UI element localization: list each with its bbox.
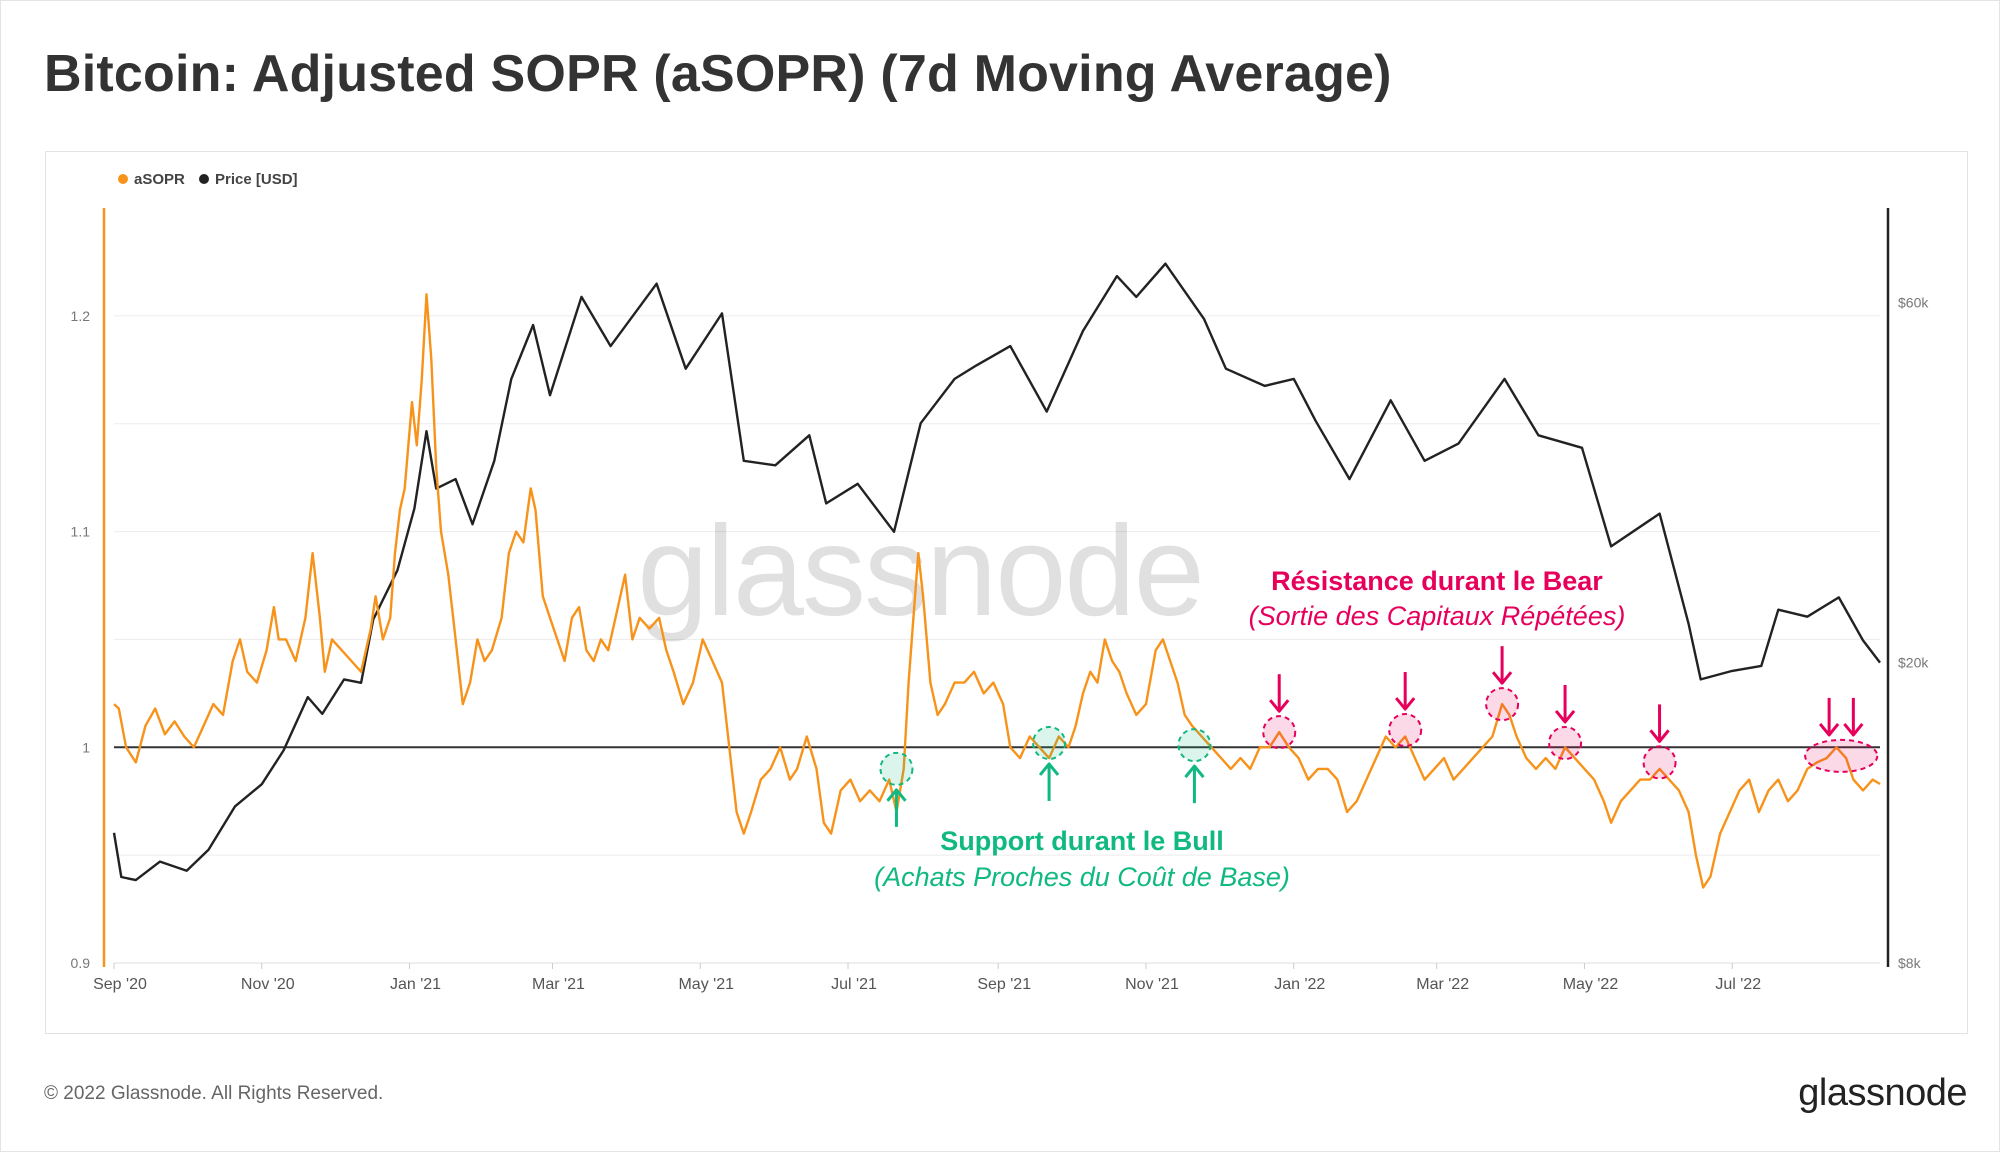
x-tick-label: Jan '22: [1274, 976, 1325, 993]
resistance-marker: [1548, 725, 1583, 760]
resistance-arrow-head: [1554, 710, 1576, 724]
support-marker: [1177, 728, 1212, 763]
x-tick-label: May '21: [678, 976, 734, 993]
page-title: Bitcoin: Adjusted SOPR (aSOPR) (7d Movin…: [44, 45, 1392, 103]
x-tick-label: Mar '21: [532, 976, 585, 993]
resistance-marker: [1388, 713, 1423, 748]
asopr-series-line: [113, 293, 1881, 889]
left-tick-label: 0.9: [71, 955, 91, 971]
resistance-marker-pair: [1804, 738, 1879, 773]
resistance-arrow-head: [1395, 697, 1416, 711]
legend-label: aSOPR: [134, 171, 185, 188]
support-subtitle: (Achats Proches du Coût de Base): [874, 862, 1290, 892]
x-tick-label: Jul '22: [1715, 976, 1761, 993]
resistance-arrow-head: [1269, 699, 1290, 713]
copyright-text: © 2022 Glassnode. All Rights Reserved.: [44, 1083, 384, 1104]
resistance-arrow-head: [1491, 671, 1513, 685]
right-tick-label: $20k: [1898, 655, 1929, 671]
resistance-marker: [1485, 687, 1520, 722]
support-title: Support durant le Bull: [940, 826, 1224, 856]
resistance-arrow-head: [1843, 722, 1864, 737]
x-tick-label: Mar '22: [1416, 976, 1469, 993]
x-tick-label: Sep '21: [977, 976, 1031, 993]
right-tick-label: $60k: [1898, 294, 1929, 310]
resistance-marker: [1262, 715, 1297, 750]
support-arrow-head: [886, 788, 907, 802]
price-series-line: [112, 262, 1881, 882]
legend-dot: [118, 174, 128, 184]
left-tick-label: 1.1: [71, 524, 91, 540]
resistance-title: Résistance durant le Bear: [1271, 566, 1603, 596]
left-tick-label: 1.2: [71, 308, 91, 324]
support-marker: [879, 751, 914, 786]
chart-frame: [45, 151, 1968, 1034]
resistance-arrow-head: [1818, 722, 1840, 737]
x-tick-label: Nov '20: [241, 976, 295, 993]
legend-dot: [199, 174, 209, 184]
support-marker: [1032, 725, 1067, 760]
x-tick-label: Jan '21: [390, 976, 441, 993]
x-tick-label: Jul '21: [831, 976, 877, 993]
support-arrow-head: [1038, 762, 1060, 776]
x-tick-label: May '22: [1563, 976, 1619, 993]
resistance-marker: [1642, 745, 1677, 780]
glassnode-logo[interactable]: glassnode: [1798, 1072, 1967, 1114]
legend-label: Price [USD]: [215, 171, 298, 188]
resistance-arrow-head: [1649, 729, 1670, 743]
resistance-subtitle: (Sortie des Capitaux Répétées): [1249, 601, 1626, 631]
x-tick-label: Nov '21: [1125, 976, 1179, 993]
right-tick-label: $8k: [1898, 955, 1922, 971]
x-tick-label: Sep '20: [93, 976, 147, 993]
support-arrow-head: [1184, 764, 1205, 779]
left-tick-label: 1: [82, 739, 90, 755]
